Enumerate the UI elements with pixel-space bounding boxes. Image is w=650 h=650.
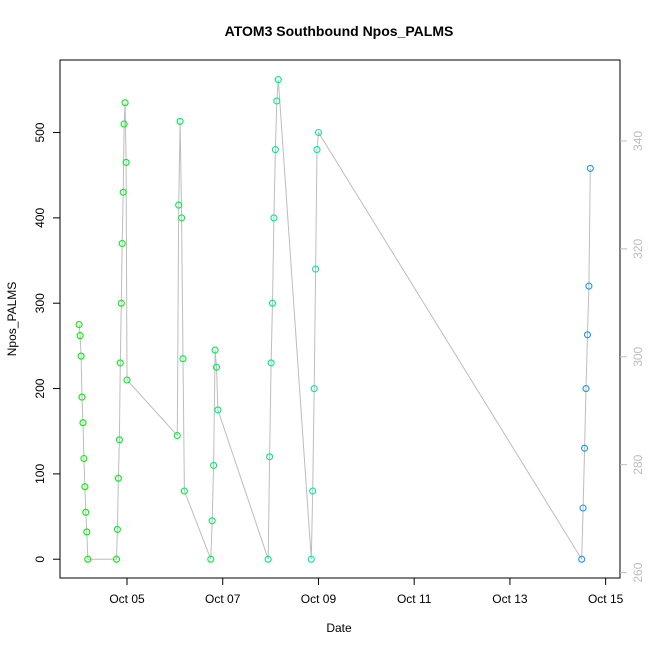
data-point <box>266 453 274 461</box>
data-point <box>81 483 89 491</box>
data-point <box>211 346 219 354</box>
data-points <box>75 76 594 563</box>
x-axis-label: Date <box>326 621 352 635</box>
data-point <box>115 436 123 444</box>
data-point <box>80 454 88 463</box>
data-point <box>178 214 186 222</box>
data-point <box>214 406 222 414</box>
data-point <box>113 525 121 533</box>
y-tick-label: 200 <box>33 378 47 398</box>
data-point <box>586 164 594 172</box>
data-point <box>79 419 87 427</box>
y-axis: 0 100 200 300 400 500 <box>33 122 60 563</box>
data-point <box>582 385 590 393</box>
data-point <box>116 359 124 367</box>
data-point <box>273 97 281 105</box>
data-point <box>578 555 586 563</box>
data-point <box>179 355 187 363</box>
data-point <box>274 76 282 84</box>
data-point <box>122 158 130 166</box>
data-point <box>312 265 320 273</box>
data-point <box>82 508 90 516</box>
data-point <box>314 128 323 137</box>
data-point <box>309 487 317 495</box>
y2-tick-label: 340 <box>631 131 645 151</box>
data-point <box>112 555 121 563</box>
data-point <box>310 385 318 393</box>
data-point <box>75 320 83 329</box>
data-point <box>173 431 181 440</box>
y-tick-label: 300 <box>33 293 47 313</box>
x-tick-label: Oct 09 <box>301 592 337 606</box>
y2-tick-label: 300 <box>631 346 645 366</box>
x-tick-label: Oct 15 <box>588 592 624 606</box>
x-tick-label: Oct 11 <box>397 592 432 606</box>
data-point <box>117 299 125 307</box>
data-point <box>268 299 277 307</box>
data-point <box>77 352 85 360</box>
data-point <box>307 555 315 563</box>
y-tick-label: 0 <box>33 556 47 563</box>
data-point <box>212 363 221 371</box>
data-point <box>270 214 278 222</box>
series-line-path <box>78 79 591 561</box>
data-point <box>585 282 593 290</box>
data-point <box>78 393 86 401</box>
data-point <box>581 444 589 452</box>
y2-tick-label: 260 <box>631 562 645 582</box>
y-tick-label: 100 <box>33 464 47 484</box>
x-tick-label: Oct 07 <box>205 592 241 606</box>
data-point <box>84 555 92 563</box>
x-tick-label: Oct 05 <box>109 592 145 606</box>
data-point <box>579 504 587 512</box>
data-point <box>120 120 128 128</box>
data-point <box>210 461 218 469</box>
data-point <box>208 517 216 525</box>
data-point <box>114 474 122 482</box>
y2-tick-label: 320 <box>631 239 645 259</box>
data-point <box>267 359 275 367</box>
data-point <box>271 146 279 154</box>
data-point <box>313 146 321 154</box>
data-point <box>76 332 84 340</box>
series-line <box>78 79 591 561</box>
x-tick-label: Oct 13 <box>492 592 528 606</box>
data-point <box>118 239 126 248</box>
data-point <box>583 331 592 339</box>
data-point <box>264 555 272 563</box>
data-point <box>119 188 127 196</box>
plot-frame <box>59 59 621 579</box>
data-point <box>175 201 183 209</box>
data-point <box>123 376 131 384</box>
data-point <box>176 117 184 125</box>
y2-tick-label: 280 <box>631 454 645 474</box>
x-axis: Oct 05 Oct 07 Oct 09 Oct 11 Oct 13 Oct 15 <box>109 578 624 606</box>
chart-title: ATOM3 Southbound Npos_PALMS <box>225 23 454 39</box>
y-tick-label: 500 <box>33 122 47 142</box>
data-point <box>121 99 129 107</box>
data-point <box>180 487 188 495</box>
y-tick-label: 400 <box>33 208 47 228</box>
data-point <box>207 555 215 563</box>
data-point <box>83 528 91 536</box>
y-axis-label: Npos_PALMS <box>5 282 19 356</box>
y2-axis: 260 280 300 320 340 <box>620 131 645 583</box>
